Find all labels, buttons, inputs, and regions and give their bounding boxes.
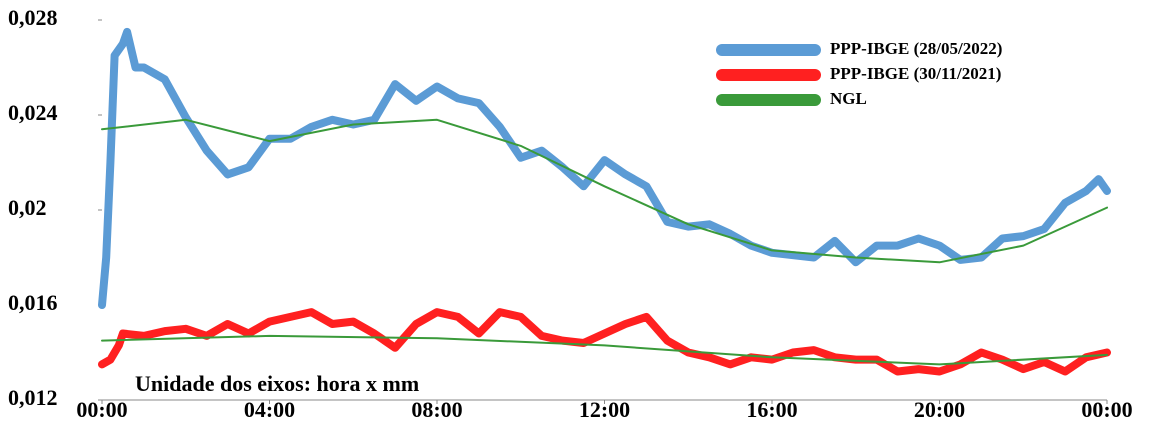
data-line xyxy=(101,334,1108,366)
y-tick-label: 0,024 xyxy=(8,100,58,125)
data-line xyxy=(101,118,1108,264)
data-line xyxy=(98,308,1111,376)
y-tick-label: 0,016 xyxy=(8,290,58,315)
annotation: Unidade dos eixos: hora x mm xyxy=(135,371,419,396)
legend-label: NGL xyxy=(830,89,867,108)
legend-label: PPP-IBGE (30/11/2021) xyxy=(830,64,1001,83)
data-line xyxy=(98,27,1111,309)
y-tick-label: 0,028 xyxy=(8,5,58,30)
legend-label: PPP-IBGE (28/05/2022) xyxy=(830,39,1002,58)
y-tick-label: 0,02 xyxy=(8,195,47,220)
y-tick-label: 0,012 xyxy=(8,385,58,410)
